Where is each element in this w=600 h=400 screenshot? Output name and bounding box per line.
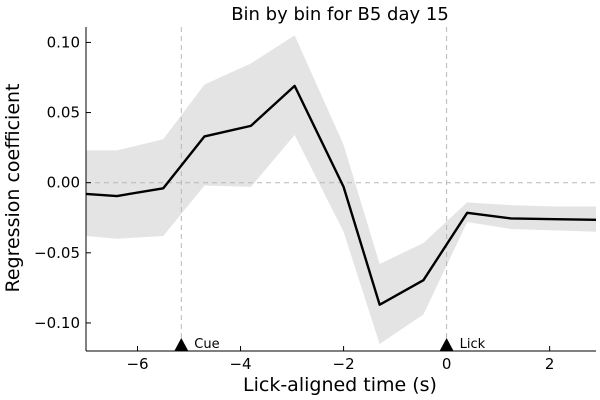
series-line	[86, 84, 596, 306]
chart-title: Bin by bin for B5 day 15	[231, 4, 449, 25]
x-tick-label: 2	[545, 355, 555, 373]
y-axis-label: Regression coefficient	[2, 84, 24, 293]
y-tick-label: 0.10	[47, 33, 80, 51]
y-tick-label: −0.10	[34, 314, 80, 332]
y-tick-label: 0.05	[47, 104, 80, 122]
x-tick-label: 0	[442, 355, 452, 373]
x-axis-label: Lick-aligned time (s)	[243, 374, 437, 396]
confidence-band	[86, 35, 596, 344]
event-marker-label: Cue	[194, 337, 219, 352]
event-marker-label: Lick	[460, 337, 486, 352]
event-marker-icon	[174, 338, 189, 351]
x-tick-label: −2	[333, 355, 355, 373]
y-tick-label: 0.00	[47, 174, 80, 192]
y-tick-label: −0.05	[34, 244, 80, 262]
x-tick-label: −4	[229, 355, 251, 373]
x-tick-label: −6	[126, 355, 148, 373]
plot-area: −6 −4 −2 0 2 0.10 0.05 0.00 −0.05 −0.10 Cue Lick	[34, 27, 596, 373]
event-marker-icon	[439, 338, 454, 351]
